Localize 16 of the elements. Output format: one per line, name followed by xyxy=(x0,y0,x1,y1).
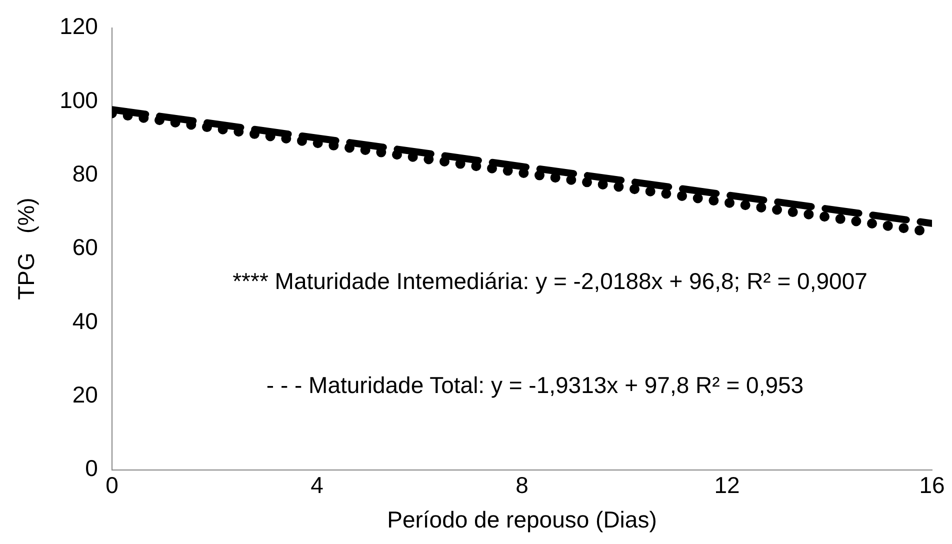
x-tick-label: 16 xyxy=(919,472,945,498)
x-tick-label: 8 xyxy=(516,472,528,498)
y-tick-label: 20 xyxy=(72,381,98,408)
x-tick-label: 12 xyxy=(714,472,740,498)
x-tick-label: 4 xyxy=(310,472,324,498)
y-tick-label: 60 xyxy=(72,234,98,260)
y-tick-label: 120 xyxy=(60,13,98,40)
y-tick-label: 0 xyxy=(85,455,98,482)
y-tick-label: 80 xyxy=(72,160,98,186)
x-axis-title: Período de repouso (Dias) xyxy=(387,506,657,533)
y-axis-title: TPG (%) xyxy=(13,198,40,300)
annotation: - - - Maturidade Total: y = -1,9313x + 97,8 R² = 0,953 xyxy=(265,371,805,400)
y-tick-label: 100 xyxy=(60,86,98,113)
annotation: **** Maturidade Intemediária: y = -2,0188x + 96,8; R² = 0,9007 xyxy=(232,267,868,296)
x-tick-label: 0 xyxy=(106,472,118,498)
y-tick-label: 40 xyxy=(72,308,98,334)
